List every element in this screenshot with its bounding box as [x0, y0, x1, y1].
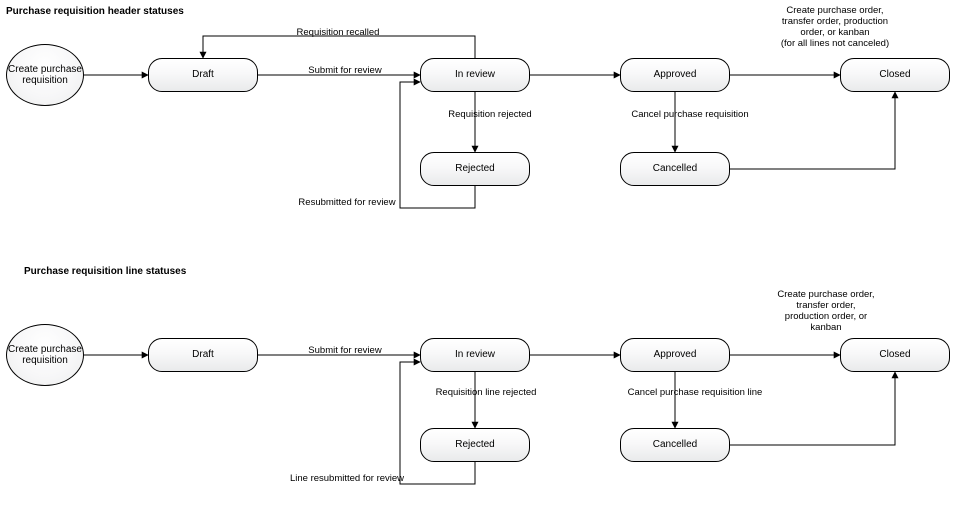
- node-label: Rejected: [455, 163, 494, 175]
- edge-label-l-submit: Submit for review: [290, 346, 400, 357]
- node-h-approved: Approved: [620, 58, 730, 92]
- node-label: Closed: [879, 349, 910, 361]
- node-label: Draft: [192, 69, 214, 81]
- node-label: In review: [455, 349, 495, 361]
- node-l-rejected: Rejected: [420, 428, 530, 462]
- node-h-draft: Draft: [148, 58, 258, 92]
- edge-label-l-rejected: Requisition line rejected: [416, 388, 556, 399]
- node-label: Create purchase requisition: [7, 344, 83, 367]
- edge-l_rejected_resubmit: [400, 362, 475, 484]
- edge-label-h-resubmit: Resubmitted for review: [272, 198, 422, 209]
- node-label: Cancelled: [653, 439, 697, 451]
- edge-label-h-rejected: Requisition rejected: [430, 110, 550, 121]
- node-label: Approved: [654, 349, 697, 361]
- node-l-draft: Draft: [148, 338, 258, 372]
- edge-label-h-create-po: Create purchase order, transfer order, p…: [740, 6, 930, 50]
- node-label: Cancelled: [653, 163, 697, 175]
- node-label: Create purchase requisition: [7, 64, 83, 87]
- node-h-inreview: In review: [420, 58, 530, 92]
- node-h-start: Create purchase requisition: [6, 44, 84, 106]
- node-l-inreview: In review: [420, 338, 530, 372]
- edge-label-l-create-po: Create purchase order, transfer order, p…: [736, 290, 916, 334]
- edge-label-h-submit: Submit for review: [290, 66, 400, 77]
- edge-label-h-cancel: Cancel purchase requisition: [610, 110, 770, 121]
- node-l-approved: Approved: [620, 338, 730, 372]
- node-h-rejected: Rejected: [420, 152, 530, 186]
- edge-label-l-resubmit: Line resubmitted for review: [262, 474, 432, 485]
- edge-label-h-recalled: Requisition recalled: [268, 28, 408, 39]
- node-l-cancelled: Cancelled: [620, 428, 730, 462]
- node-l-start: Create purchase requisition: [6, 324, 84, 386]
- edge-h_rejected_resubmit: [400, 82, 475, 208]
- node-label: Approved: [654, 69, 697, 81]
- diagram-stage: { "type": "flowchart", "background_color…: [0, 0, 957, 505]
- edge-h_recalled: [203, 36, 475, 58]
- node-l-closed: Closed: [840, 338, 950, 372]
- edge-label-l-cancel: Cancel purchase requisition line: [600, 388, 790, 399]
- node-h-closed: Closed: [840, 58, 950, 92]
- edge-h_cancel_closed: [730, 92, 895, 169]
- node-label: Closed: [879, 69, 910, 81]
- node-h-cancelled: Cancelled: [620, 152, 730, 186]
- edge-l_cancel_closed: [730, 372, 895, 445]
- node-label: Rejected: [455, 439, 494, 451]
- node-label: Draft: [192, 349, 214, 361]
- node-label: In review: [455, 69, 495, 81]
